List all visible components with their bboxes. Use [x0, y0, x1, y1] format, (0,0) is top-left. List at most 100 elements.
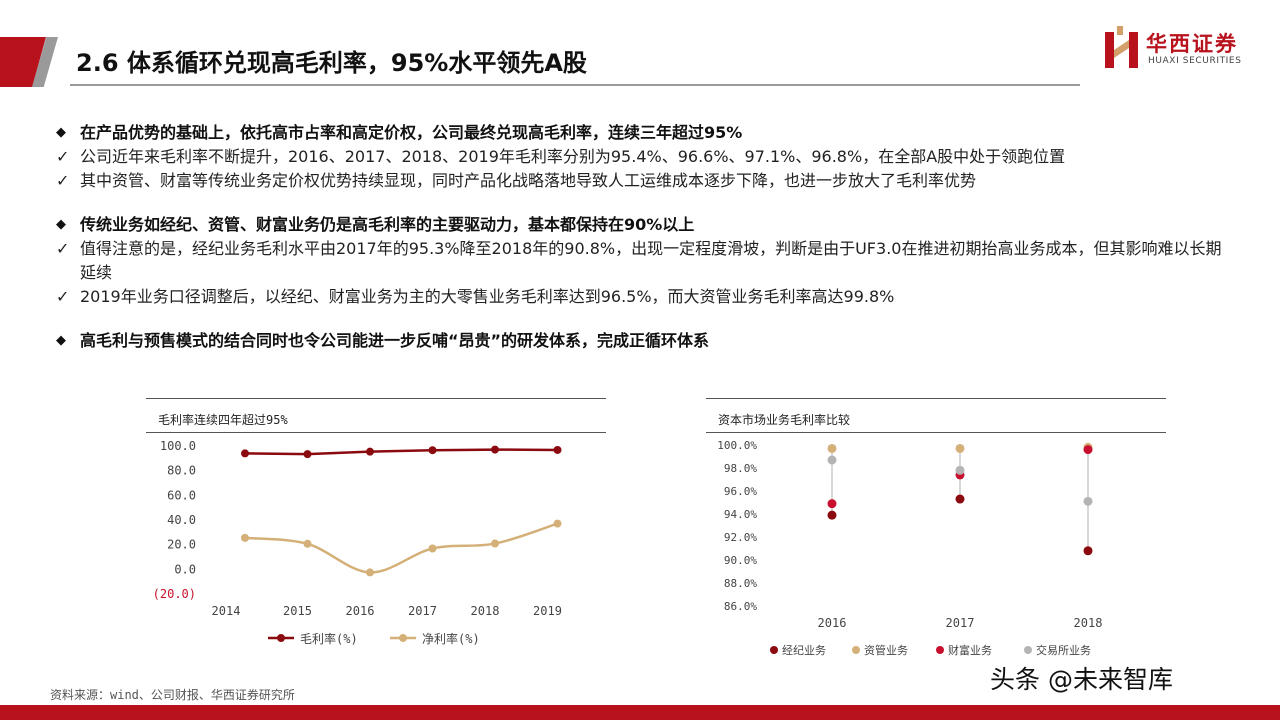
data-point	[553, 519, 562, 528]
logo-en-text: HUAXI SECURITIES	[1148, 56, 1242, 66]
chart2-title-rule	[706, 432, 1166, 433]
chart2-title: 资本市场业务毛利率比较	[718, 413, 851, 427]
checkmark-icon: ✓	[56, 147, 70, 166]
y-tick-label: 98.0%	[724, 462, 757, 475]
huaxi-logo-icon	[1105, 26, 1138, 68]
bullet-main: ◆ 传统业务如经纪、资管、财富业务仍是高毛利率的主要驱动力，基本都保持在90%以上	[56, 213, 1236, 237]
y-tick-label: 0.0	[174, 562, 196, 576]
y-tick-label: 88.0%	[724, 577, 757, 590]
data-point	[303, 539, 312, 548]
bullet-text: 高毛利与预售模式的结合同时也令公司能进一步反哺“昂贵”的研发体系，完成正循环体系	[80, 331, 710, 350]
bullet-list: ◆ 在产品优势的基础上，依托高市占率和高定价权，公司最终兑现高毛利率，连续三年超过…	[56, 121, 1236, 353]
bullet-text: 公司近年来毛利率不断提升，2016、2017、2018、2019年毛利率分别为9…	[80, 147, 1066, 166]
y-tick-label: 40.0	[167, 513, 196, 527]
data-point	[827, 455, 837, 465]
chart1-title-rule	[146, 432, 606, 433]
y-tick-label: 86.0%	[724, 600, 757, 613]
legend-label: 毛利率(%)	[300, 631, 358, 646]
data-point	[428, 544, 437, 553]
data-point	[827, 499, 837, 509]
data-point	[491, 539, 499, 548]
series-line	[244, 522, 558, 574]
bullet-sub: ✓ 2019年业务口径调整后，以经纪、财富业务为主的大零售业务毛利率达到96.5%…	[56, 285, 1236, 309]
y-tick-label: 100.0%	[717, 439, 757, 452]
legend-label: 财富业务	[948, 643, 992, 657]
watermark: 头条 @未来智库	[990, 665, 1173, 694]
data-point	[955, 443, 965, 453]
legend-label: 净利率(%)	[422, 631, 480, 646]
y-tick-label: 80.0	[167, 464, 196, 478]
bullet-sub: ✓ 公司近年来毛利率不断提升，2016、2017、2018、2019年毛利率分别为…	[56, 145, 1236, 169]
bullet-sub: ✓ 值得注意的是，经纪业务毛利水平由2017年的95.3%降至2018年的90.8…	[56, 237, 1236, 285]
y-tick-label: 60.0	[167, 488, 196, 502]
source-note: 资料来源：wind、公司财报、华西证券研究所	[50, 688, 295, 702]
bullet-text: 传统业务如经纪、资管、财富业务仍是高毛利率的主要驱动力，基本都保持在90%以上	[80, 215, 695, 234]
bullet-main: ◆ 在产品优势的基础上，依托高市占率和高定价权，公司最终兑现高毛利率，连续三年超过…	[56, 121, 1236, 145]
diamond-icon: ◆	[56, 125, 66, 140]
legend-label: 交易所业务	[1036, 643, 1091, 657]
legend-marker	[399, 634, 407, 642]
legend-marker	[936, 646, 944, 654]
page-title: 2.6 体系循环兑现高毛利率，95%水平领先A股	[76, 49, 587, 77]
chart2-top-rule	[706, 398, 1166, 399]
bullet-text: 其中资管、财富等传统业务定价权优势持续显现，同时产品化战略落地导致人工运维成本逐…	[80, 171, 977, 190]
x-tick-label: 2017	[408, 604, 437, 618]
diamond-icon: ◆	[56, 333, 66, 348]
title-bar: 2.6 体系循环兑现高毛利率，95%水平领先A股	[0, 37, 1080, 87]
data-point	[241, 449, 249, 458]
chart1-svg: 100.0 80.0 60.0 40.0 20.0 0.0 (20.0) 2014 2015 20…	[153, 439, 562, 646]
x-tick-label: 2014	[212, 604, 241, 618]
legend-marker	[1024, 646, 1032, 654]
data-point	[366, 447, 374, 456]
bullet-text: 值得注意的是，经纪业务毛利水平由2017年的95.3%降至2018年的90.8%…	[80, 239, 1222, 282]
checkmark-icon: ✓	[56, 171, 70, 190]
y-tick-label: 90.0%	[724, 554, 757, 567]
data-point	[955, 494, 965, 504]
data-point	[303, 450, 312, 459]
bullet-main: ◆ 高毛利与预售模式的结合同时也令公司能进一步反哺“昂贵”的研发体系，完成正循环体…	[56, 329, 1236, 353]
y-tick-label: 100.0	[160, 439, 196, 453]
y-tick-label: (20.0)	[153, 587, 196, 601]
data-point	[955, 465, 965, 475]
data-point	[491, 445, 499, 454]
diamond-icon: ◆	[56, 217, 66, 232]
title-underline	[70, 84, 1080, 86]
y-tick-label: 20.0	[167, 538, 196, 552]
bullet-sub: ✓ 其中资管、财富等传统业务定价权优势持续显现，同时产品化战略落地导致人工运维成本…	[56, 169, 1236, 193]
data-point	[827, 443, 837, 453]
checkmark-icon: ✓	[56, 287, 70, 306]
chart2-svg: 100.0% 98.0% 96.0% 94.0% 92.0% 90.0% 88.0% 86.0…	[717, 439, 1103, 657]
y-tick-label: 94.0%	[724, 508, 757, 521]
data-point	[428, 446, 437, 455]
x-tick-label: 2018	[1074, 616, 1103, 630]
x-tick-label: 2016	[818, 616, 847, 630]
x-tick-label: 2018	[471, 604, 500, 618]
legend-label: 资管业务	[864, 643, 908, 657]
x-tick-label: 2015	[283, 604, 312, 618]
series-line	[244, 448, 558, 456]
logo-cn-text: 华西证券	[1146, 32, 1238, 56]
data-point	[1083, 546, 1093, 556]
legend-label: 经纪业务	[782, 644, 826, 657]
legend-marker	[852, 646, 860, 654]
chart1-title: 毛利率连续四年超过95%	[158, 413, 288, 427]
data-point	[241, 533, 249, 542]
data-point	[553, 445, 562, 454]
checkmark-icon: ✓	[56, 239, 70, 258]
data-point	[827, 510, 837, 520]
x-tick-label: 2016	[346, 604, 375, 618]
y-tick-label: 96.0%	[724, 485, 757, 498]
legend-marker	[277, 634, 285, 642]
bullet-text: 在产品优势的基础上，依托高市占率和高定价权，公司最终兑现高毛利率，连续三年超过9…	[80, 123, 743, 142]
chart1-top-rule	[146, 398, 606, 399]
data-point	[1083, 496, 1093, 506]
data-point	[366, 568, 374, 577]
legend-marker	[770, 646, 778, 654]
data-point	[1083, 445, 1093, 455]
y-tick-label: 92.0%	[724, 531, 757, 544]
x-tick-label: 2019	[533, 604, 562, 618]
bullet-text: 2019年业务口径调整后，以经纪、财富业务为主的大零售业务毛利率达到96.5%，…	[80, 287, 895, 306]
x-tick-label: 2017	[946, 616, 975, 630]
huaxi-logo: 华西证券 HUAXI SECURITIES	[1098, 26, 1268, 74]
footer-bar	[0, 705, 1280, 720]
